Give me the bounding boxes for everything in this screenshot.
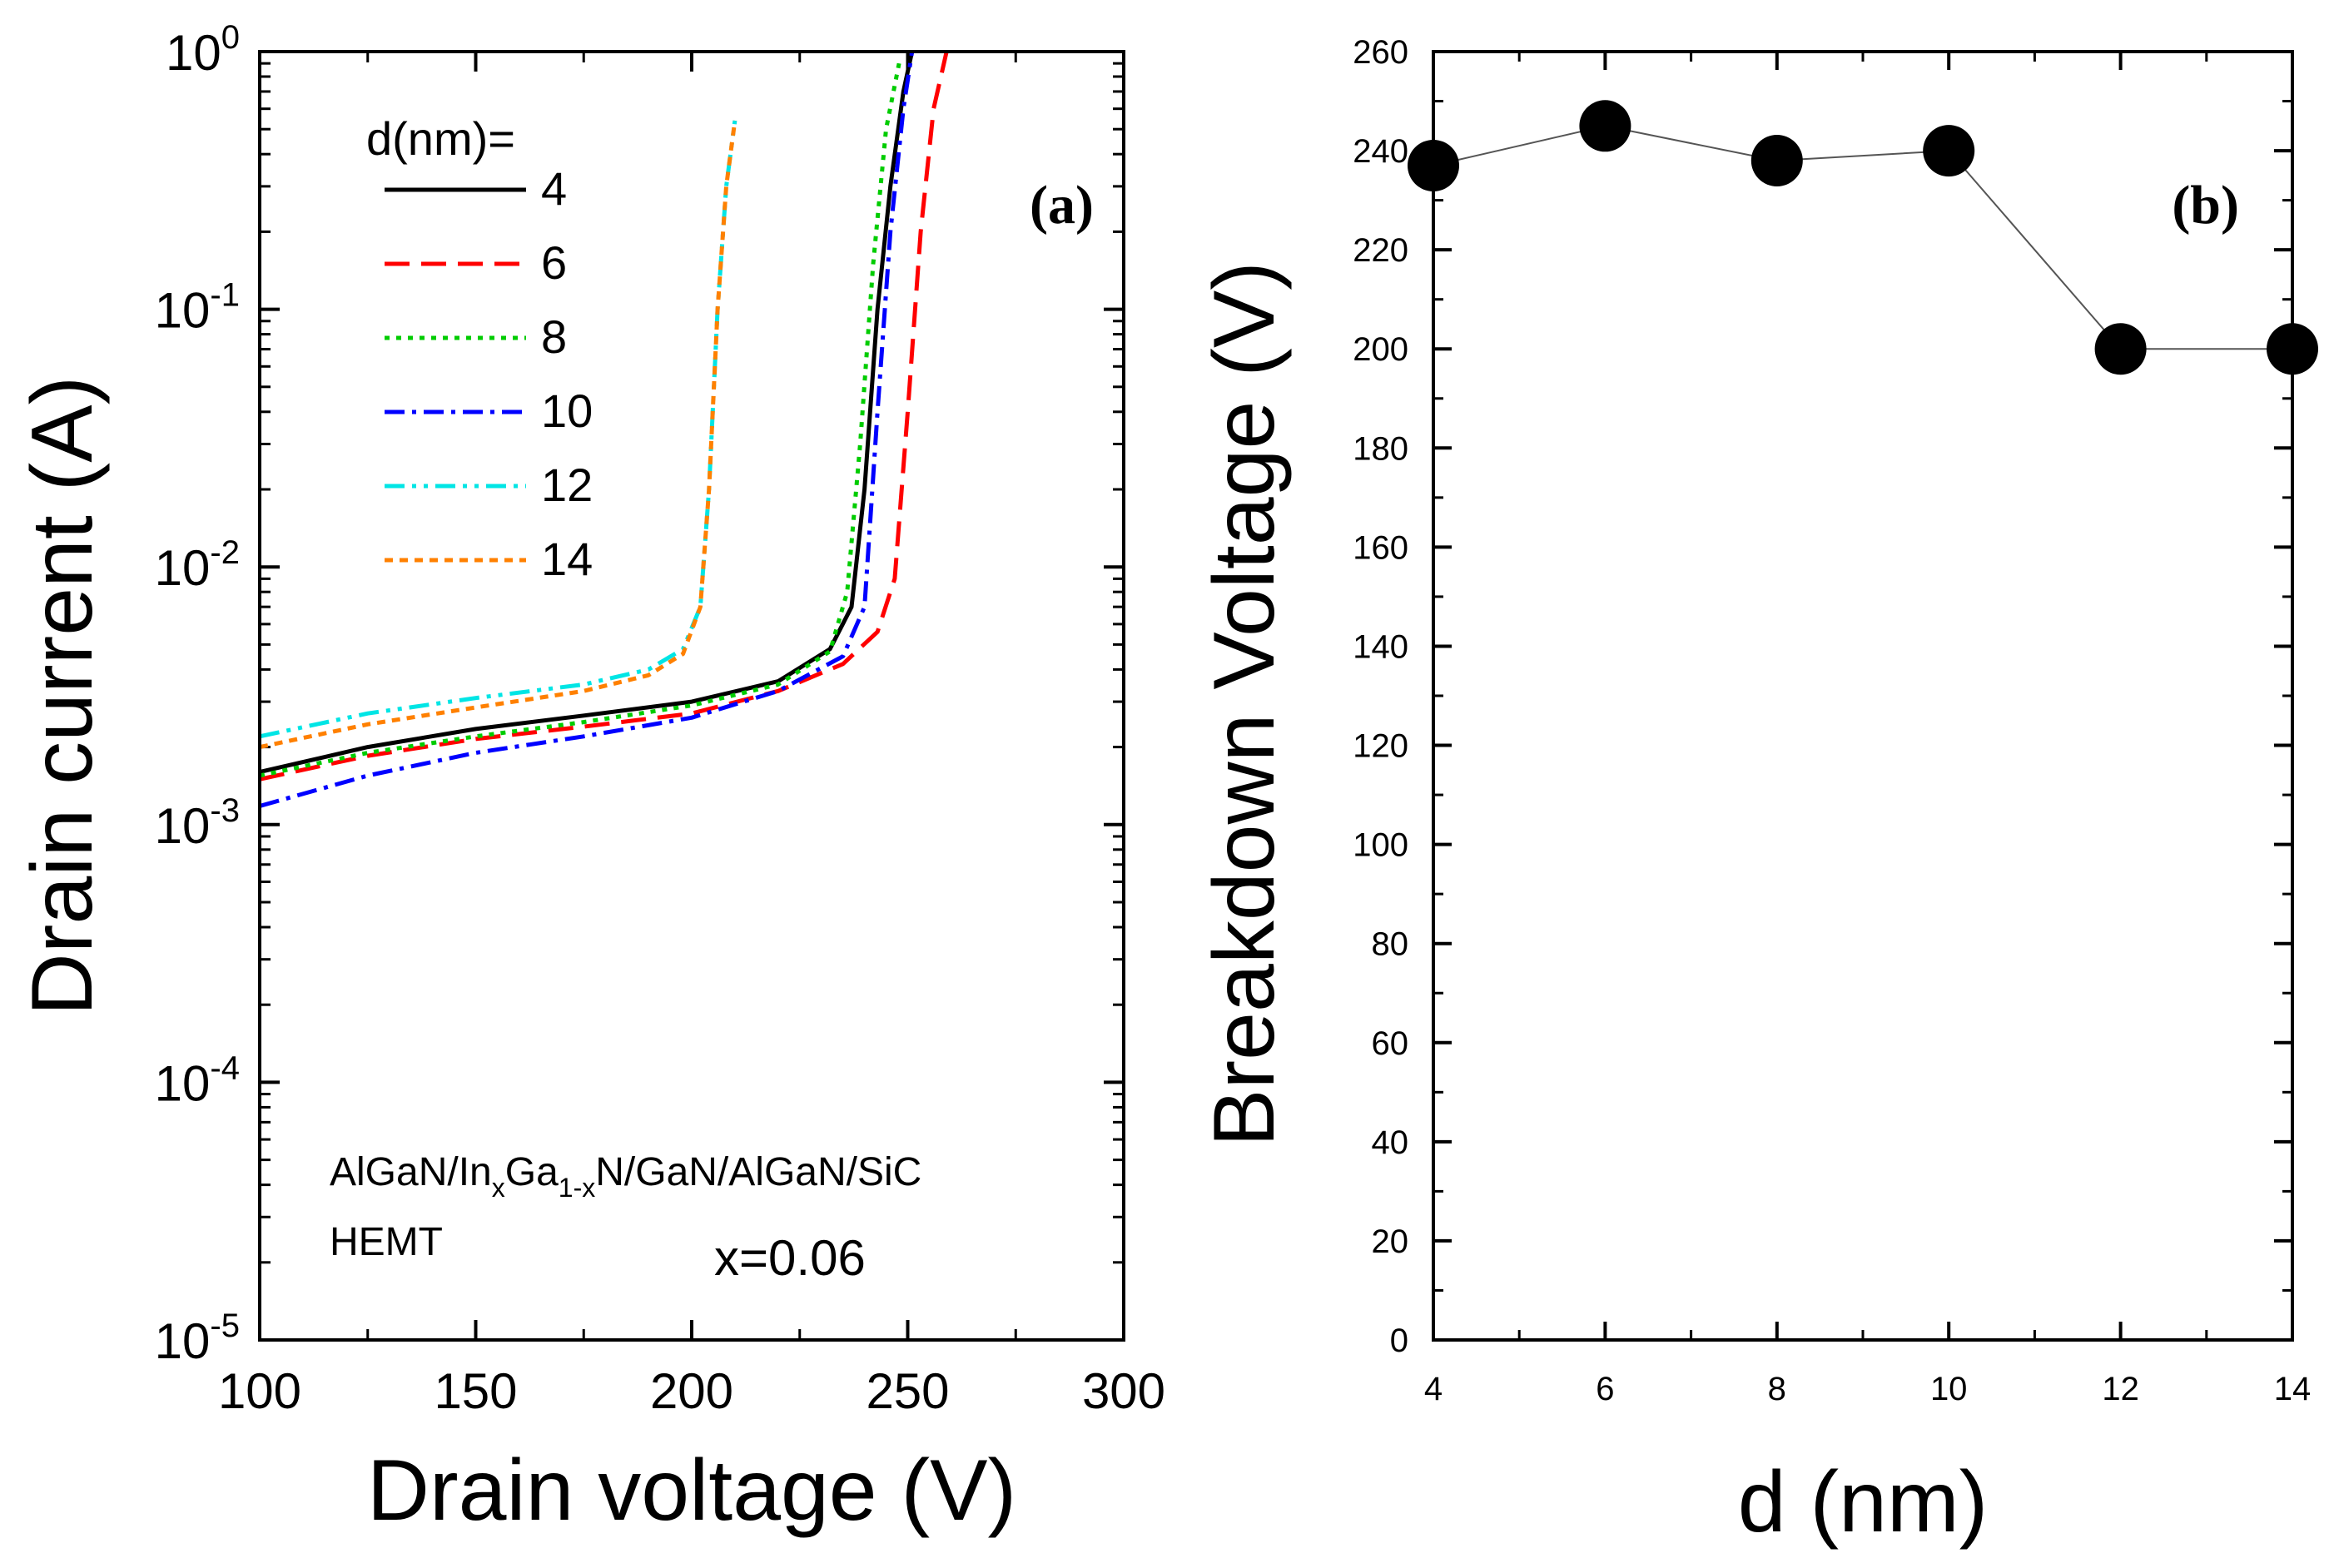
y-tick-base: 10 <box>166 25 221 81</box>
legend-label-d-8: 8 <box>541 310 567 363</box>
series-line-d-6 <box>259 51 949 782</box>
panel-b-x-axis-title: d (nm) <box>1738 1454 1988 1551</box>
legend-label-d-4: 4 <box>541 162 567 215</box>
x-tick-label: 300 <box>1082 1363 1165 1419</box>
data-point-d-10 <box>1923 125 1975 177</box>
x-tick-label: 8 <box>1768 1371 1786 1407</box>
x-tick-label: 100 <box>218 1363 301 1419</box>
device-annotation: HEMT <box>330 1220 443 1264</box>
structure-sub-1-x: 1-x <box>559 1173 595 1203</box>
y-tick-exponent: -1 <box>210 277 240 314</box>
x-tick-label: 150 <box>434 1363 517 1419</box>
structure-part-ga: Ga <box>505 1150 559 1194</box>
panel-b-ticks <box>1432 50 2294 1342</box>
legend-label-d-12: 12 <box>541 459 593 511</box>
structure-annotation: AlGaN/InxGa1-xN/GaN/AlGaN/SiC <box>330 1150 921 1203</box>
composition-annotation: x=0.06 <box>714 1230 866 1286</box>
panel-b-series-group <box>1408 100 2318 375</box>
y-tick-label: 10-3 <box>155 792 240 854</box>
data-point-d-12 <box>2094 323 2147 375</box>
panel-a-label: (a) <box>1030 175 1094 236</box>
legend-label-d-6: 6 <box>541 236 567 289</box>
y-tick-label: 60 <box>1372 1025 1409 1062</box>
y-tick-label: 100 <box>1353 827 1408 864</box>
series-line-d-14 <box>259 120 737 750</box>
y-tick-label: 40 <box>1372 1124 1409 1161</box>
panel-b-y-axis-title: Breakdown Voltage (V) <box>1196 261 1293 1147</box>
panel-a-legend: d(nm)= 4 6 8 10 12 14 <box>366 112 593 585</box>
y-tick-label: 240 <box>1353 133 1408 170</box>
panel-a-annotation: AlGaN/InxGa1-xN/GaN/AlGaN/SiC HEMT x=0.0… <box>330 1150 921 1286</box>
panel-a-x-tick-labels: 100 150 200 250 300 <box>218 1363 1165 1419</box>
y-tick-label: 140 <box>1353 628 1408 665</box>
data-point-d-8 <box>1750 134 1803 186</box>
panel-a-y-axis-title: Drain current (A) <box>14 376 111 1016</box>
y-tick-exponent: -3 <box>210 792 240 829</box>
y-tick-label: 120 <box>1353 728 1408 765</box>
legend-label-d-14: 14 <box>541 533 593 585</box>
y-tick-label: 10-2 <box>155 534 240 596</box>
y-tick-label: 220 <box>1353 232 1408 269</box>
y-tick-base: 10 <box>155 1313 211 1369</box>
y-tick-label: 200 <box>1353 331 1408 368</box>
panel-b-x-tick-labels: 4 6 8 10 12 14 <box>1424 1371 2311 1407</box>
panel-a-series-group <box>259 51 949 808</box>
y-tick-label: 160 <box>1353 529 1408 566</box>
structure-part-1: AlGaN/In <box>330 1150 492 1194</box>
y-tick-base: 10 <box>155 540 211 596</box>
structure-sub-x: x <box>492 1173 505 1203</box>
y-tick-label: 10-4 <box>155 1049 240 1111</box>
y-tick-base: 10 <box>155 1055 211 1111</box>
y-tick-label: 80 <box>1372 926 1409 963</box>
y-tick-label: 260 <box>1353 34 1408 71</box>
y-tick-exponent: -5 <box>210 1307 240 1344</box>
panel-b-y-tick-labels: 0 20 40 60 80 100 120 140 160 180 200 220 240 260 <box>1353 34 1408 1359</box>
y-tick-exponent: 0 <box>221 19 240 56</box>
panel-b-label: (b) <box>2172 175 2239 236</box>
y-tick-exponent: -2 <box>210 534 240 571</box>
x-tick-label: 4 <box>1424 1371 1443 1407</box>
panel-b-breakdown-voltage-chart: 4 6 8 10 12 14 0 20 40 60 80 100 120 140 160 180 200 220… <box>1196 34 2318 1551</box>
structure-part-rest: N/GaN/AlGaN/SiC <box>595 1150 921 1194</box>
panel-a-drain-current-chart: 100 150 200 250 300 10-510-410-310-210-1100 … <box>14 19 1165 1539</box>
panel-a-ticks <box>258 50 1125 1342</box>
x-tick-label: 250 <box>866 1363 949 1419</box>
y-tick-base: 10 <box>155 283 211 339</box>
x-tick-label: 6 <box>1596 1371 1614 1407</box>
x-tick-label: 200 <box>650 1363 733 1419</box>
series-line-d-4 <box>259 51 915 775</box>
y-tick-base: 10 <box>155 798 211 854</box>
legend-label-d-10: 10 <box>541 385 593 437</box>
y-tick-label: 180 <box>1353 430 1408 467</box>
x-tick-label: 12 <box>2102 1371 2139 1407</box>
y-tick-label: 10-1 <box>155 277 240 339</box>
series-line-d-10 <box>259 51 915 808</box>
y-tick-exponent: -4 <box>210 1049 240 1086</box>
series-line-d-8 <box>259 62 901 778</box>
series-line-d-12 <box>259 120 737 739</box>
x-tick-label: 14 <box>2274 1371 2312 1407</box>
legend-title: d(nm)= <box>366 112 515 165</box>
x-tick-label: 10 <box>1930 1371 1968 1407</box>
y-tick-label: 100 <box>166 19 240 81</box>
y-tick-label: 20 <box>1372 1223 1409 1260</box>
panel-a-x-axis-title: Drain voltage (V) <box>367 1442 1016 1539</box>
y-tick-label: 10-5 <box>155 1307 240 1369</box>
y-tick-label: 0 <box>1390 1322 1408 1359</box>
panel-b-plot-frame <box>1432 50 2294 1342</box>
panel-a-plot-frame <box>258 50 1125 1342</box>
breakdown-voltage-line <box>1433 125 2292 350</box>
data-point-d-6 <box>1579 100 1631 152</box>
